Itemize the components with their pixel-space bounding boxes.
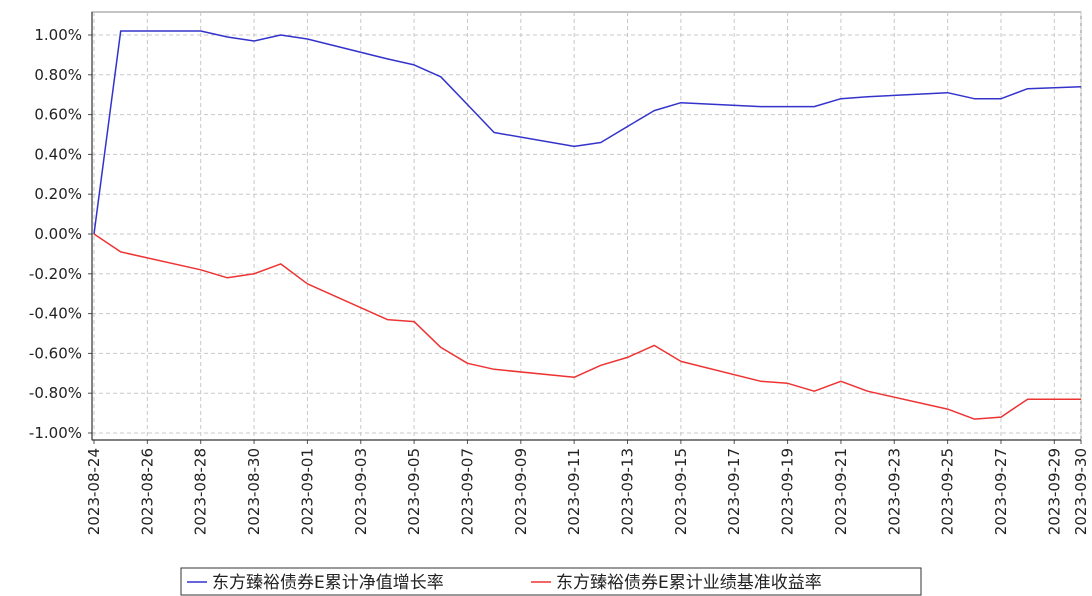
plot-area bbox=[91, 11, 1082, 441]
x-tick-label: 2023-09-11 bbox=[565, 448, 583, 535]
x-tick-label: 2023-08-26 bbox=[138, 448, 156, 535]
y-tick-label: 0.60% bbox=[34, 106, 82, 124]
x-tick-label: 2023-09-17 bbox=[725, 448, 743, 535]
x-tick-label: 2023-09-21 bbox=[832, 448, 850, 535]
y-tick-label: -0.80% bbox=[29, 384, 82, 402]
y-tick-label: 1.00% bbox=[34, 26, 82, 44]
y-axis: 1.00% 0.80% 0.60% 0.40% 0.20% 0.00% -0.20% -0.4… bbox=[29, 12, 93, 442]
legend-label-net-value: 东方臻裕债券E累计净值增长率 bbox=[212, 573, 444, 593]
y-tick-label: -1.00% bbox=[29, 424, 82, 442]
x-tick-label: 2023-09-23 bbox=[885, 448, 903, 535]
x-tick-label: 2023-09-07 bbox=[458, 448, 476, 535]
y-tick-label: 0.20% bbox=[34, 185, 82, 203]
x-tick-label: 2023-08-28 bbox=[192, 448, 210, 535]
series-line-0 bbox=[93, 30, 1082, 235]
y-tick-label: 0.40% bbox=[34, 145, 82, 163]
y-tick-label: -0.20% bbox=[29, 265, 82, 283]
x-tick-label: 2023-09-09 bbox=[512, 448, 530, 535]
x-tick-label: 2023-09-27 bbox=[992, 448, 1010, 535]
y-tick-label: -0.40% bbox=[29, 305, 82, 323]
x-tick-label: 2023-09-15 bbox=[672, 448, 690, 535]
series-line-1 bbox=[93, 233, 1081, 420]
x-tick-label: 2023-09-05 bbox=[405, 448, 423, 535]
x-tick-label: 2023-09-25 bbox=[939, 448, 957, 535]
grid-lines bbox=[92, 12, 1082, 440]
y-tick-label: 0.00% bbox=[34, 225, 82, 243]
x-tick-label: 2023-08-30 bbox=[245, 448, 263, 535]
series-group bbox=[93, 30, 1082, 420]
x-tick-label: 2023-08-24 bbox=[85, 448, 103, 535]
x-tick-label: 2023-09-13 bbox=[619, 448, 637, 535]
x-tick-label: 2023-09-29 bbox=[1045, 448, 1063, 535]
x-axis: 2023-08-24 2023-08-26 2023-08-28 2023-08-30… bbox=[85, 439, 1090, 535]
x-tick-label: 2023-09-03 bbox=[352, 448, 370, 535]
x-tick-label: 2023-09-01 bbox=[298, 448, 316, 535]
x-tick-label: 2023-09-30 bbox=[1072, 448, 1090, 535]
legend: 东方臻裕债券E累计净值增长率 东方臻裕债券E累计业绩基准收益率 bbox=[180, 567, 922, 596]
x-tick-label: 2023-09-19 bbox=[779, 448, 797, 535]
y-tick-label: 0.80% bbox=[34, 66, 82, 84]
legend-label-benchmark: 东方臻裕债券E累计业绩基准收益率 bbox=[556, 573, 822, 593]
y-tick-label: -0.60% bbox=[29, 344, 82, 362]
